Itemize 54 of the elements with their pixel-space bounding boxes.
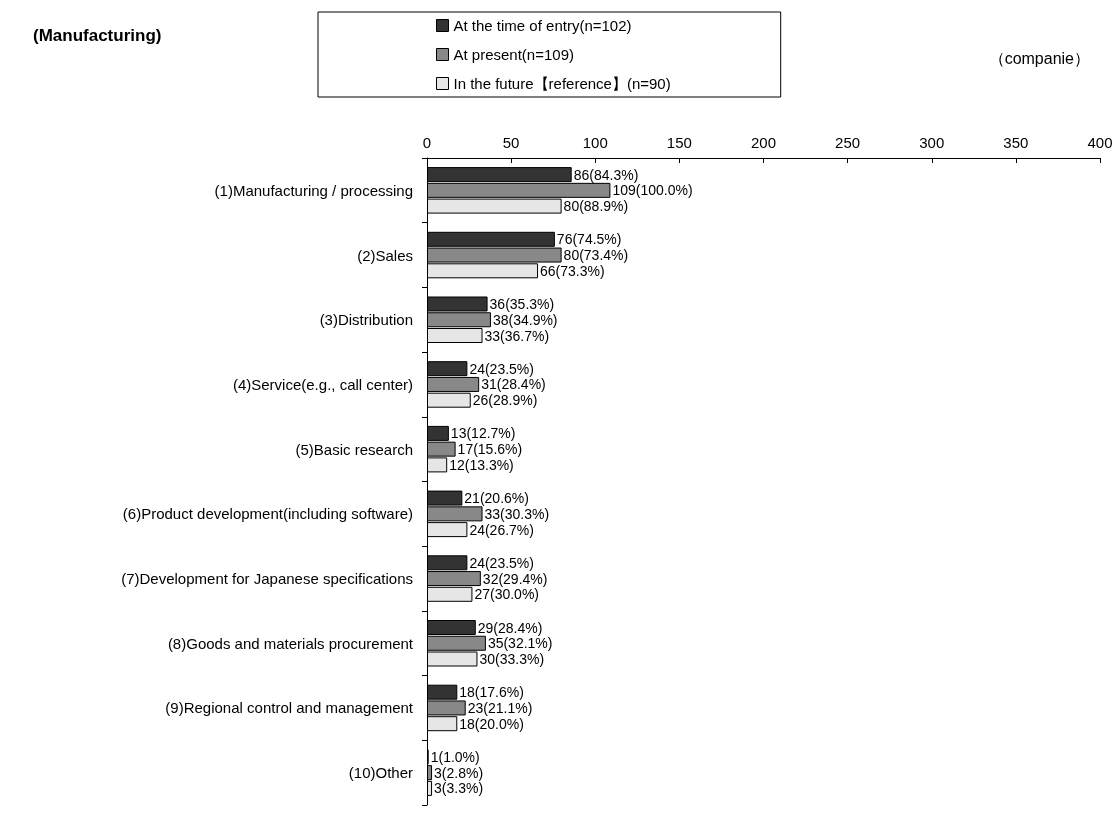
x-tick-label: 200 — [750, 134, 777, 151]
x-tick-label: 50 — [502, 134, 520, 151]
data-label: 29(28.4%) — [477, 619, 543, 636]
data-label: 27(30.0%) — [474, 586, 540, 603]
x-tick-label: 300 — [919, 134, 945, 151]
data-label: 86(84.3%) — [573, 166, 639, 183]
data-label: 13(12.7%) — [450, 425, 516, 442]
data-label: 38(34.9%) — [492, 311, 558, 328]
y-tick-label: (10)Other — [348, 764, 413, 782]
y-tick-label: (2)Sales — [357, 246, 413, 264]
text: （companie） — [988, 49, 1090, 67]
data-label: 3(2.8%) — [434, 764, 484, 781]
y-tick-label: (8)Goods and materials procurement — [167, 634, 414, 652]
data-label: 33(36.7%) — [484, 327, 550, 344]
legend-label: At present(n=109) — [453, 46, 574, 63]
data-label: 1(1.0%) — [430, 748, 480, 765]
y-tick-label: (1)Manufacturing / processing — [214, 181, 413, 199]
data-label: 21(20.6%) — [464, 490, 529, 507]
data-label: 32(29.4%) — [482, 570, 548, 587]
y-tick-label: (9)Regional control and management — [165, 699, 414, 717]
x-tick-label: 250 — [835, 134, 861, 151]
y-tick-label: (7)Development for Japanese specifications — [121, 570, 413, 588]
data-label: 18(20.0%) — [459, 715, 524, 732]
data-label: 18(17.6%) — [459, 684, 524, 701]
data-label: 24(23.5%) — [469, 554, 534, 571]
legend-label: In the future【reference】(n=90) — [453, 75, 671, 92]
x-tick-label: 400 — [1087, 134, 1113, 151]
data-label: 26(28.9%) — [472, 392, 538, 409]
data-label: 24(26.7%) — [469, 521, 534, 538]
data-label: 66(73.3%) — [540, 262, 605, 279]
data-label: 31(28.4%) — [481, 376, 546, 393]
y-tick-label: (6)Product development(including software) — [122, 505, 413, 523]
y-tick-label: (5)Basic research — [295, 440, 413, 458]
data-label: 3(3.3%) — [434, 780, 484, 797]
data-label: 80(73.4%) — [563, 247, 629, 264]
data-label: 36(35.3%) — [489, 296, 555, 312]
data-label: 24(23.5%) — [469, 360, 534, 377]
x-tick-label: 350 — [1003, 134, 1029, 151]
data-label: 76(74.5%) — [556, 231, 622, 248]
x-tick-label: 100 — [582, 134, 608, 151]
x-tick-label: 0 — [422, 134, 432, 151]
data-label: 12(13.3%) — [449, 456, 514, 473]
data-label: 80(88.9%) — [563, 198, 629, 215]
data-label: 35(32.1%) — [487, 635, 553, 652]
data-label: 23(21.1%) — [467, 699, 533, 716]
data-label: 17(15.6%) — [457, 441, 523, 458]
y-tick-label: (3)Distribution — [319, 311, 413, 329]
data-label: 109(100.0%) — [612, 182, 693, 199]
legend-label: At the time of entry(n=102) — [453, 17, 632, 34]
data-label: 30(33.3%) — [479, 651, 545, 667]
data-label: 33(30.3%) — [484, 505, 550, 522]
y-tick-label: (4)Service(e.g., call center) — [232, 375, 413, 393]
x-tick-label: 150 — [666, 134, 692, 151]
text: (Manufacturing) — [33, 26, 162, 45]
